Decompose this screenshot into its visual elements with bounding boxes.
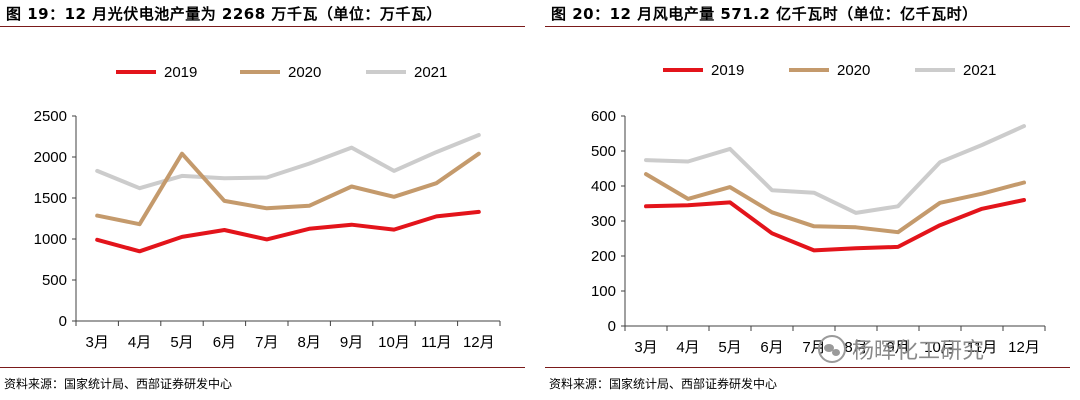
- y-tick-label: 600: [591, 108, 616, 125]
- y-tick-label: 200: [591, 248, 616, 265]
- x-tick-label: 6月: [760, 339, 783, 356]
- y-tick-label: 400: [591, 178, 616, 195]
- footer-divider: [545, 367, 1070, 368]
- x-tick-label: 8月: [844, 339, 867, 356]
- x-tick-label: 10月: [378, 334, 410, 351]
- y-tick-label: 100: [591, 283, 616, 300]
- x-tick-label: 5月: [718, 339, 741, 356]
- x-tick-label: 6月: [213, 334, 236, 351]
- x-tick-label: 3月: [86, 334, 109, 351]
- x-tick-label: 7月: [255, 334, 278, 351]
- chart-title: 图 19：12 月光伏电池产量为 2268 万千瓦（单位：万千瓦）: [6, 5, 442, 23]
- footer-divider: [0, 367, 525, 368]
- source-note: 资料来源：国家统计局、西部证券研发中心: [549, 377, 778, 391]
- x-tick-label: 3月: [634, 339, 657, 356]
- y-tick-label: 300: [591, 213, 616, 230]
- title-divider: [0, 26, 525, 27]
- chart-panel-solar: 图 19：12 月光伏电池产量为 2268 万千瓦（单位：万千瓦） 2019 20…: [0, 0, 535, 400]
- chart-title: 图 20：12 月风电产量 571.2 亿千瓦时（单位：亿千瓦时）: [551, 5, 978, 23]
- watermark: 杨晖化工研究: [818, 333, 984, 365]
- legend-label-2019: 2019: [711, 62, 744, 79]
- y-tick-label: 2500: [34, 108, 67, 125]
- series-line-2020: [95, 151, 481, 227]
- legend-label-2020: 2020: [288, 64, 321, 81]
- x-tick-label: 5月: [170, 334, 193, 351]
- y-tick-label: 500: [42, 272, 67, 289]
- x-tick-label: 8月: [298, 334, 321, 351]
- legend-label-2021: 2021: [963, 62, 996, 79]
- y-tick-label: 2000: [34, 149, 67, 166]
- x-tick-label: 12月: [463, 334, 495, 351]
- y-tick-label: 1000: [34, 231, 67, 248]
- source-note: 资料来源：国家统计局、西部证券研发中心: [4, 377, 233, 391]
- x-tick-label: 4月: [676, 339, 699, 356]
- solar-cell-output-chart: 2019 2020 2021 0 500 1000 1500 2000 2500 3月 4月 5月 6月…: [34, 64, 501, 351]
- x-tick-label: 12月: [1008, 339, 1040, 356]
- x-tick-label: 10月: [924, 339, 956, 356]
- x-tick-label: 4月: [128, 334, 151, 351]
- series-line-2020: [644, 172, 1026, 235]
- y-tick-label: 0: [59, 313, 67, 330]
- watermark-text: 杨晖化工研究: [852, 339, 985, 364]
- wechat-icon: [818, 335, 846, 363]
- legend-label-2019: 2019: [164, 64, 197, 81]
- legend-label-2021: 2021: [414, 64, 447, 81]
- y-tick-label: 500: [591, 143, 616, 160]
- x-tick-label: 11月: [421, 334, 452, 351]
- legend-label-2020: 2020: [837, 62, 870, 79]
- series-line-2019: [644, 198, 1026, 253]
- y-tick-label: 1500: [34, 190, 67, 207]
- x-tick-label: 9月: [886, 339, 909, 356]
- title-divider: [545, 26, 1070, 27]
- series-line-2021: [95, 133, 481, 191]
- x-tick-label: 11月: [967, 339, 998, 356]
- y-tick-label: 0: [608, 318, 616, 335]
- chart-panel-wind: 图 20：12 月风电产量 571.2 亿千瓦时（单位：亿千瓦时） 2019 20…: [545, 0, 1080, 400]
- series-line-2019: [95, 209, 481, 254]
- x-tick-label: 9月: [340, 334, 363, 351]
- series-line-2021: [644, 124, 1026, 215]
